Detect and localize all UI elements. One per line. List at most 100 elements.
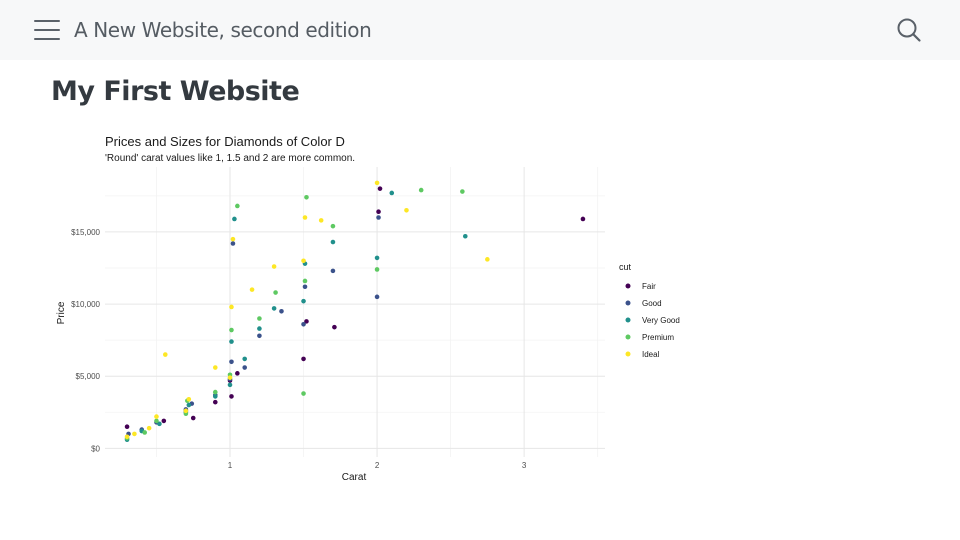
legend-swatch xyxy=(625,334,631,340)
data-point-ideal xyxy=(318,218,324,223)
data-point-fair xyxy=(301,356,306,362)
top-navbar: A New Website, second edition xyxy=(0,0,960,60)
data-point-very-good xyxy=(229,339,234,344)
data-point-ideal xyxy=(249,287,255,292)
data-point-premium xyxy=(229,327,234,333)
data-point-very-good xyxy=(330,239,336,245)
data-point-fair xyxy=(376,209,381,215)
data-point-ideal xyxy=(146,425,152,431)
page-title: My First Website xyxy=(51,76,300,107)
data-point-ideal xyxy=(132,431,137,437)
data-point-good xyxy=(301,321,306,327)
y-tick-label: $10,000 xyxy=(71,300,100,309)
chart-points xyxy=(124,180,586,442)
legend-swatch xyxy=(625,283,631,289)
data-point-good xyxy=(374,294,380,300)
data-point-premium xyxy=(418,187,424,193)
data-point-fair xyxy=(304,319,309,324)
data-point-ideal xyxy=(186,396,192,402)
data-point-very-good xyxy=(389,190,395,196)
y-tick-label: $5,000 xyxy=(76,372,101,381)
data-point-premium xyxy=(235,203,240,209)
data-point-ideal xyxy=(162,352,168,357)
data-point-very-good xyxy=(257,326,262,331)
data-point-good xyxy=(242,365,248,370)
chart-subtitle: 'Round' carat values like 1, 1.5 and 2 a… xyxy=(105,153,355,164)
data-point-premium xyxy=(257,316,262,321)
x-tick-label: 1 xyxy=(228,461,233,470)
data-point-ideal xyxy=(227,375,233,380)
data-point-very-good xyxy=(271,306,277,311)
legend-swatch xyxy=(625,351,631,357)
data-point-good xyxy=(279,308,284,314)
data-point-premium xyxy=(301,391,306,396)
data-point-premium xyxy=(142,430,148,435)
hamburger-menu-icon[interactable] xyxy=(34,19,60,41)
data-point-fair xyxy=(235,371,240,376)
data-point-ideal xyxy=(124,434,130,440)
data-point-very-good xyxy=(374,255,380,261)
data-point-very-good xyxy=(301,298,306,304)
site-title[interactable]: A New Website, second edition xyxy=(74,18,372,42)
data-point-ideal xyxy=(230,236,236,242)
data-point-ideal xyxy=(154,414,159,419)
legend-label: Fair xyxy=(642,282,656,291)
diamonds-scatter-chart: Prices and Sizes for Diamonds of Color D… xyxy=(56,134,680,483)
chart-legend: cut Fair Good Very Good Premium Ideal xyxy=(619,262,680,359)
data-point-premium xyxy=(330,223,336,229)
data-point-very-good xyxy=(186,402,192,408)
data-point-premium xyxy=(302,278,308,284)
data-point-premium xyxy=(212,389,218,395)
data-point-ideal xyxy=(404,207,409,213)
data-point-ideal xyxy=(374,180,380,186)
legend-label: Good xyxy=(642,299,662,308)
data-point-good xyxy=(229,359,234,365)
chart-title: Prices and Sizes for Diamonds of Color D xyxy=(105,134,345,149)
legend-label: Premium xyxy=(642,333,674,342)
data-point-good xyxy=(376,215,381,220)
data-point-very-good xyxy=(232,216,237,222)
legend-label: Ideal xyxy=(642,350,660,359)
data-point-fair xyxy=(580,216,586,222)
data-point-very-good xyxy=(462,233,468,239)
x-axis-label: Carat xyxy=(342,472,367,483)
legend-swatch xyxy=(625,317,631,323)
data-point-fair xyxy=(190,415,196,421)
data-point-good xyxy=(302,284,308,290)
x-tick-label: 2 xyxy=(375,461,380,470)
data-point-ideal xyxy=(229,304,234,310)
data-point-ideal xyxy=(183,408,189,414)
chart-grid xyxy=(105,167,605,457)
data-point-good xyxy=(257,333,262,339)
data-point-very-good xyxy=(157,421,162,427)
legend-swatch xyxy=(625,300,631,306)
data-point-premium xyxy=(374,267,380,272)
y-tick-label: $0 xyxy=(91,444,100,453)
data-point-premium xyxy=(304,194,309,200)
y-tick-label: $15,000 xyxy=(71,228,100,237)
data-point-fair xyxy=(229,394,234,399)
data-point-ideal xyxy=(302,215,308,220)
data-point-very-good xyxy=(212,394,218,399)
data-point-ideal xyxy=(485,257,490,262)
data-point-good xyxy=(330,268,336,274)
data-point-fair xyxy=(161,418,167,424)
data-point-premium xyxy=(273,290,278,295)
data-point-fair xyxy=(377,186,383,191)
data-point-fair xyxy=(332,324,337,330)
data-point-ideal xyxy=(212,365,218,370)
chart-axes: $0 $5,000 $10,000 $15,000 1 2 3 xyxy=(71,228,527,470)
x-tick-label: 3 xyxy=(522,461,527,470)
data-point-ideal xyxy=(271,264,277,269)
data-point-premium xyxy=(154,418,159,424)
data-point-premium xyxy=(460,189,465,194)
data-point-fair xyxy=(212,399,218,405)
y-axis-label: Price xyxy=(56,301,67,324)
data-point-very-good xyxy=(242,356,248,362)
data-point-ideal xyxy=(301,258,306,264)
data-point-good xyxy=(230,241,236,246)
legend-label: Very Good xyxy=(642,316,680,325)
data-point-fair xyxy=(124,424,130,430)
search-icon[interactable] xyxy=(896,17,922,43)
legend-title: cut xyxy=(619,262,632,272)
